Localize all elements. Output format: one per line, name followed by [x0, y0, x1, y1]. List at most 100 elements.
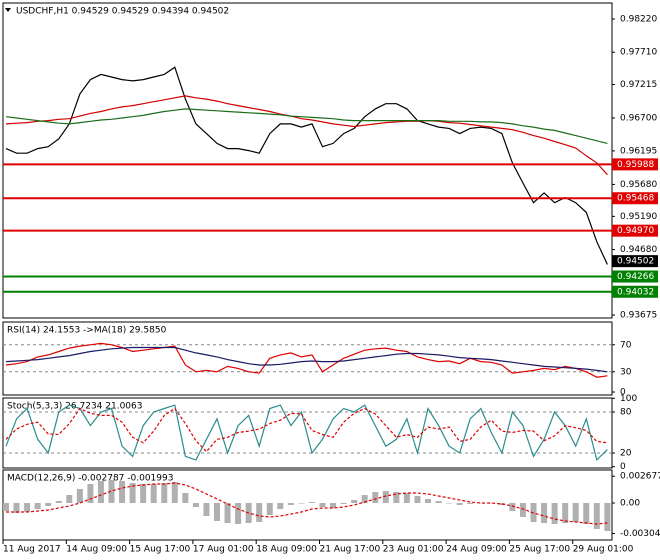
y-tick-label: 0.97215: [620, 80, 657, 90]
macd-bar: [382, 491, 389, 503]
panel-title: RSI(14) 24.1553 ->MA(18) 29.5850: [7, 326, 167, 336]
macd-bar: [235, 503, 242, 524]
macd-bar: [330, 503, 337, 508]
y-tick-label: 0.00: [620, 499, 640, 509]
price-label: 0.94502: [617, 257, 654, 267]
macd-bar: [161, 483, 168, 503]
macd-bar: [551, 503, 558, 524]
macd-bar: [287, 503, 294, 505]
macd-bar: [351, 500, 358, 503]
macd-bar: [34, 503, 41, 509]
macd-bar: [372, 492, 379, 503]
x-tick-label: 15 Aug 17:00: [130, 545, 191, 555]
price-line: [5, 66, 608, 265]
macd-bar: [446, 503, 453, 504]
level-box: [612, 158, 658, 171]
y-tick-label: 80: [620, 407, 632, 417]
y-tick-label: 0.002677: [620, 472, 660, 482]
macd-bar: [108, 480, 115, 503]
macd-bar: [298, 503, 305, 504]
macd-bar: [24, 503, 31, 512]
y-tick-label: 20: [620, 449, 632, 459]
panel-title: MACD(12,26,9) -0.002787 -0.001993: [7, 474, 173, 484]
macd-bar: [13, 503, 20, 513]
macd-bar: [97, 481, 104, 503]
indicator-line: [5, 108, 608, 144]
level-box: [612, 192, 658, 205]
signal-line: [6, 482, 608, 525]
macd-bar: [277, 503, 284, 509]
level-box: [612, 270, 658, 283]
y-tick-label: 0: [620, 462, 626, 472]
macd-bar: [129, 483, 136, 503]
macd-bar: [593, 503, 600, 529]
macd-bar: [414, 496, 421, 503]
macd-bar: [87, 484, 94, 503]
macd-bar: [66, 495, 73, 503]
macd-bar: [361, 495, 368, 503]
macd-bar: [76, 489, 83, 503]
macd-bar: [604, 503, 611, 531]
macd-bar: [467, 503, 474, 504]
macd-bar: [140, 484, 147, 503]
macd-bar: [171, 482, 178, 503]
level-box: [612, 285, 658, 298]
macd-bar: [393, 492, 400, 503]
indicator-line: [5, 342, 608, 378]
indicator-line: [5, 404, 608, 462]
y-tick-label: 0.95680: [620, 180, 657, 190]
y-tick-label: 0.98220: [620, 15, 657, 25]
panel-frame: [2, 397, 613, 469]
panel-title: USDCHF,H1 0.94529 0.94529 0.94394 0.9450…: [16, 7, 229, 17]
macd-bar: [192, 503, 199, 507]
macd-bar: [509, 503, 516, 511]
macd-bar: [203, 503, 210, 516]
macd-bar: [214, 503, 220, 521]
macd-bar: [456, 503, 463, 505]
y-tick-label: 0.94680: [620, 245, 657, 255]
macd-bar: [583, 503, 590, 524]
x-tick-label: 23 Aug 01:00: [383, 545, 444, 555]
macd-bar: [498, 503, 505, 505]
macd-bar: [3, 503, 9, 511]
macd-bar: [425, 499, 431, 503]
macd-bar: [224, 503, 231, 523]
macd-bar: [477, 503, 484, 504]
macd-bar: [266, 503, 273, 515]
y-tick-label: 100: [620, 394, 637, 404]
indicator-line: [5, 346, 608, 373]
price-box: [612, 255, 658, 268]
level-label: 0.94266: [617, 272, 654, 282]
y-tick-label: 70: [620, 340, 632, 350]
x-tick-label: 17 Aug 01:00: [193, 545, 254, 555]
x-tick-label: 18 Aug 09:00: [256, 545, 317, 555]
macd-bar: [562, 503, 569, 523]
y-tick-label: 0: [620, 388, 626, 398]
macd-bar: [519, 503, 526, 517]
macd-bar: [182, 493, 189, 503]
x-tick-label: 29 Aug 01:00: [573, 545, 634, 555]
macd-bar: [45, 503, 52, 506]
y-tick-label: 30: [620, 367, 632, 377]
panel-frame: [2, 321, 613, 396]
level-label: 0.95468: [617, 194, 654, 204]
macd-bar: [403, 493, 410, 503]
macd-bar: [308, 502, 315, 503]
title-arrow: [5, 8, 11, 12]
macd-bar: [256, 503, 263, 522]
x-tick-label: 11 Aug 2017: [3, 545, 61, 555]
x-tick-label: 14 Aug 09:00: [66, 545, 127, 555]
level-label: 0.94032: [617, 287, 654, 297]
y-tick-label: -0.003047: [620, 529, 660, 539]
macd-bar: [488, 503, 495, 504]
macd-bar: [541, 503, 548, 523]
macd-bar: [150, 484, 157, 503]
macd-bar: [119, 481, 126, 503]
x-tick-label: 21 Aug 17:00: [320, 545, 381, 555]
y-tick-label: 0.96700: [620, 114, 657, 124]
macd-bar: [340, 503, 347, 504]
x-tick-label: 25 Aug 17:00: [509, 545, 570, 555]
macd-bar: [55, 501, 62, 503]
